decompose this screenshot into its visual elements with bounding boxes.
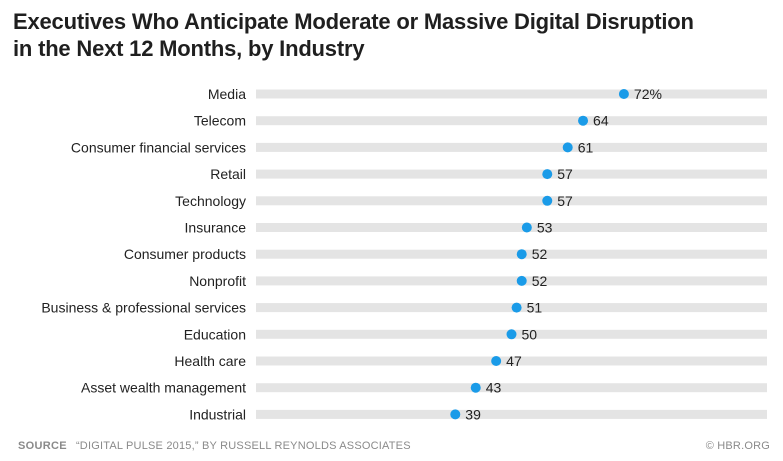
chart-row: Asset wealth management 43 [81,380,767,396]
value-label: 50 [522,326,538,342]
source-text: “DIGITAL PULSE 2015,” BY RUSSELL REYNOLD… [75,440,411,452]
chart-row: Telecom 64 [194,113,767,129]
row-track [256,196,767,206]
value-label: 72% [634,86,662,102]
category-label: Consumer products [124,246,246,262]
row-track [256,276,767,286]
row-track [256,383,767,393]
category-label: Industrial [189,406,246,422]
chart-title: Executives Who Anticipate Moderate or Ma… [13,8,773,62]
category-label: Insurance [185,220,247,236]
value-label: 52 [532,273,548,289]
category-label: Asset wealth management [81,380,246,396]
category-label: Media [208,86,246,102]
chart-title-line-2: in the Next 12 Months, by Industry [13,36,365,61]
category-label: Business & professional services [41,300,246,316]
row-track [256,142,767,152]
row-track [256,356,767,366]
value-label: 53 [537,220,553,236]
chart-row: Education 50 [184,326,767,342]
category-label: Telecom [194,113,246,129]
chart-row: Insurance 53 [185,220,767,236]
data-point [450,409,461,420]
chart-row: Technology 57 [175,193,767,209]
data-point [521,222,532,233]
value-label: 43 [486,380,502,396]
footer: SOURCE “DIGITAL PULSE 2015,” BY RUSSELL … [18,440,770,452]
data-point [542,169,553,180]
row-track [256,223,767,232]
data-point [470,382,481,393]
category-label: Technology [175,193,246,209]
chart-row: Consumer products 52 [124,246,767,262]
category-label: Health care [174,353,246,369]
row-track [256,89,767,99]
row-track [256,303,767,313]
row-track [256,409,767,419]
value-label: 64 [593,113,609,129]
chart-row: Retail 57 [210,166,767,182]
chart-row: Business & professional services 51 [41,300,767,316]
value-label: 51 [527,300,543,316]
row-track [256,116,767,126]
chart-row: Media 72% [208,86,767,102]
value-label: 47 [506,353,522,369]
data-point [618,89,629,99]
data-point [491,356,502,366]
source-label: SOURCE [18,440,67,452]
chart-row: Health care 47 [174,353,767,369]
category-label: Retail [210,166,246,182]
value-label: 61 [578,139,594,155]
value-label: 52 [532,246,548,262]
chart-title-line-1: Executives Who Anticipate Moderate or Ma… [13,9,694,34]
chart-row: Nonprofit 52 [189,273,767,289]
chart-row: Consumer financial services 61 [71,139,767,155]
value-label: 57 [557,193,573,209]
data-point [562,142,573,153]
value-label: 57 [557,166,573,182]
category-label: Consumer financial services [71,139,246,155]
data-point [516,249,527,260]
data-point [578,115,589,126]
credit-text: © HBR.ORG [705,440,770,452]
category-label: Education [184,326,246,342]
data-point [516,275,527,286]
data-point [506,329,517,340]
category-label: Nonprofit [189,273,246,289]
row-track [256,249,767,259]
row-track [256,169,767,179]
data-point [542,195,553,206]
chart-row: Industrial 39 [189,406,767,422]
value-label: 39 [465,406,481,422]
data-point [511,302,522,313]
